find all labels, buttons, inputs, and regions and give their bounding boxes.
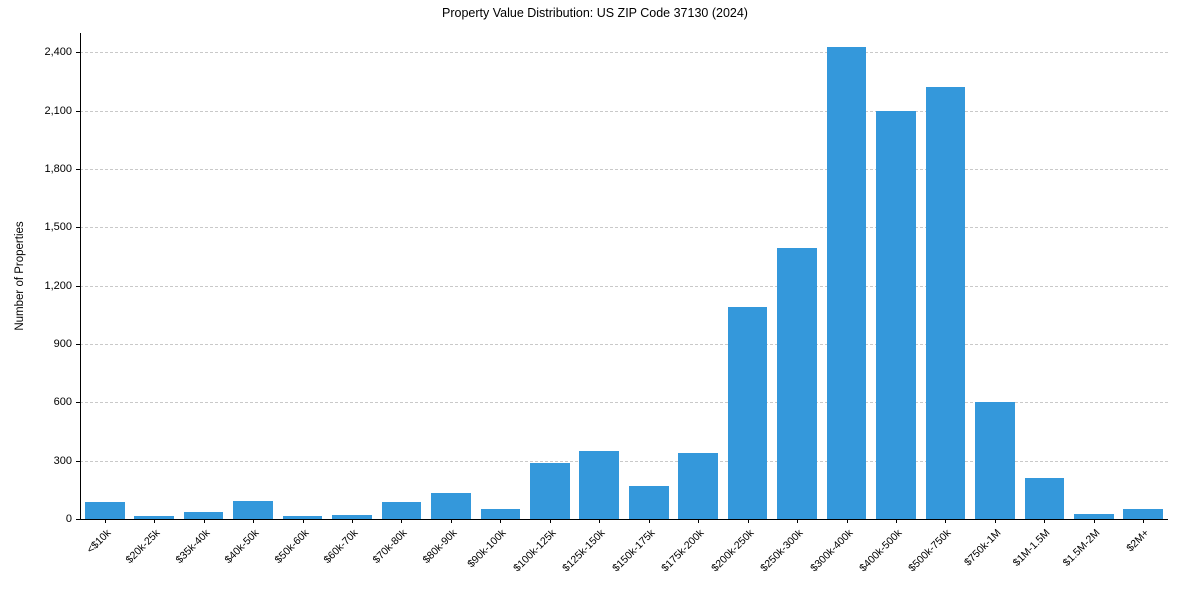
x-tick-label-text: $35k-40k: [173, 527, 213, 567]
x-tick-label-text: $40k-50k: [222, 527, 262, 567]
plot-area: [80, 33, 1168, 519]
x-tick-label-text: $20k-25k: [123, 527, 163, 567]
x-tick-mark: [945, 519, 947, 523]
x-tick-label-text: $150k-175k: [609, 527, 658, 575]
x-tick-mark: [846, 519, 848, 523]
bar: [431, 492, 471, 519]
x-tick-mark: [203, 519, 205, 523]
bar: [332, 515, 372, 519]
bar: [233, 500, 273, 519]
x-tick-label-text: $80k-90k: [420, 527, 460, 567]
x-tick-mark: [104, 519, 106, 523]
gridline: [80, 344, 1168, 346]
x-tick-mark: [549, 519, 551, 523]
x-tick-mark: [1093, 519, 1095, 523]
x-tick-label-text: $750k-1M: [961, 527, 1004, 569]
x-tick-label-text: <$10k: [84, 527, 114, 556]
x-tick-mark: [648, 519, 650, 523]
bar: [678, 452, 718, 519]
bar: [826, 47, 867, 519]
x-tick-label-text: $400k-500k: [857, 527, 905, 575]
bar: [628, 485, 669, 519]
y-tick-mark: [76, 402, 80, 404]
gridline: [80, 460, 1168, 462]
x-tick-label-text: $90k-100k: [465, 527, 509, 571]
x-tick-label-text: $250k-300k: [758, 527, 806, 575]
x-tick-mark: [352, 519, 353, 523]
bar: [876, 110, 916, 519]
x-tick-mark: [747, 519, 749, 523]
x-tick-label-text: $100k-125k: [511, 527, 559, 575]
gridline: [80, 110, 1168, 112]
x-tick-mark: [896, 519, 897, 523]
gridline: [80, 227, 1168, 229]
bar: [183, 512, 224, 519]
x-tick-mark: [698, 519, 700, 523]
x-tick-label-text: $175k-200k: [659, 527, 707, 575]
x-tick-mark: [994, 519, 996, 523]
y-tick-mark: [76, 460, 80, 462]
x-tick-label-text: $1M-1.5M: [1010, 527, 1053, 569]
bar: [579, 450, 620, 519]
y-tick-label: 300: [53, 454, 72, 467]
x-tick-label-text: $2M+: [1124, 527, 1152, 555]
bar: [975, 402, 1015, 519]
bar: [727, 307, 768, 519]
y-tick-mark: [76, 110, 80, 112]
y-tick-label: 2,100: [44, 104, 72, 117]
bar: [530, 463, 570, 519]
y-tick-mark: [76, 344, 80, 346]
x-tick-label-text: $1.5M-2M: [1060, 527, 1103, 569]
y-tick-label: 1,800: [44, 163, 72, 176]
y-tick-label: 2,400: [44, 46, 72, 59]
x-tick-label-text: $50k-60k: [271, 527, 312, 567]
bar: [1074, 514, 1114, 519]
y-axis-line: [80, 33, 81, 520]
x-tick-label-text: $200k-250k: [708, 527, 757, 575]
bar: [282, 516, 323, 519]
y-tick-label: 1,200: [44, 279, 72, 292]
x-axis-line: [80, 519, 1168, 520]
y-tick-label: 1,500: [44, 221, 72, 234]
gridlines: [80, 33, 1168, 519]
bar: [381, 501, 422, 519]
x-tick-mark: [500, 519, 502, 523]
y-tick-label: 600: [53, 396, 72, 409]
x-tick-mark: [1044, 519, 1046, 523]
x-tick-label-text: $60k-70k: [321, 527, 361, 567]
y-tick-label: 900: [53, 338, 72, 351]
gridline: [80, 285, 1168, 287]
y-tick-mark: [76, 519, 80, 520]
bar: [1123, 509, 1164, 519]
bar: [480, 509, 521, 519]
bars-container: [80, 33, 1168, 519]
bar: [1024, 478, 1065, 519]
gridline: [80, 402, 1168, 404]
y-tick-mark: [76, 169, 80, 171]
x-tick-mark: [797, 519, 799, 523]
x-tick-mark: [401, 519, 403, 523]
y-tick-label: 0: [65, 513, 72, 525]
x-tick-mark: [1143, 519, 1145, 523]
x-tick-mark: [599, 519, 601, 523]
bar: [84, 501, 125, 519]
y-tick-mark: [76, 227, 80, 229]
x-tick-mark: [302, 519, 304, 523]
bar: [925, 87, 966, 519]
bar: [777, 248, 817, 519]
x-tick-label-text: $300k-400k: [807, 527, 856, 575]
y-tick-mark: [76, 285, 80, 287]
gridline: [80, 52, 1168, 54]
x-tick-label-text: $125k-150k: [560, 527, 608, 575]
x-tick-mark: [154, 519, 156, 523]
x-tick-mark: [253, 519, 255, 523]
gridline: [80, 169, 1168, 171]
x-tick-label-text: $70k-80k: [370, 527, 410, 567]
bar: [134, 516, 174, 519]
x-tick-label-text: $500k-750k: [906, 527, 954, 575]
x-tick-mark: [450, 519, 452, 523]
y-tick-mark: [76, 52, 80, 54]
chart-title: Property Value Distribution: US ZIP Code…: [442, 6, 748, 20]
